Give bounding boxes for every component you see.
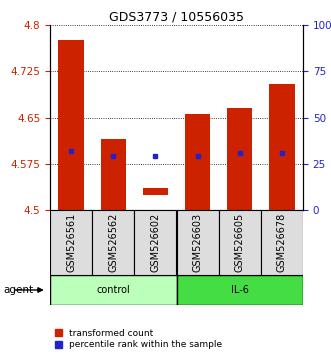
- Text: IL-6: IL-6: [231, 285, 249, 295]
- Bar: [50, 275, 176, 305]
- Legend: transformed count, percentile rank within the sample: transformed count, percentile rank withi…: [55, 329, 222, 349]
- Bar: [143, 188, 168, 195]
- Bar: [176, 275, 303, 305]
- Text: GSM526602: GSM526602: [150, 213, 161, 272]
- Text: control: control: [96, 285, 130, 295]
- Bar: [50, 210, 92, 275]
- Bar: [261, 210, 303, 275]
- Text: GSM526562: GSM526562: [108, 213, 118, 272]
- Text: GSM526678: GSM526678: [277, 213, 287, 272]
- Bar: [59, 40, 84, 210]
- Text: agent: agent: [3, 285, 33, 295]
- Bar: [134, 210, 176, 275]
- Bar: [185, 114, 210, 210]
- Text: GSM526561: GSM526561: [66, 213, 76, 272]
- Bar: [101, 139, 126, 210]
- Title: GDS3773 / 10556035: GDS3773 / 10556035: [109, 11, 244, 24]
- Bar: [227, 108, 253, 210]
- Text: GSM526603: GSM526603: [193, 213, 203, 272]
- Bar: [92, 210, 134, 275]
- Bar: [219, 210, 261, 275]
- Bar: [176, 210, 219, 275]
- Text: GSM526605: GSM526605: [235, 213, 245, 272]
- Bar: [269, 84, 295, 210]
